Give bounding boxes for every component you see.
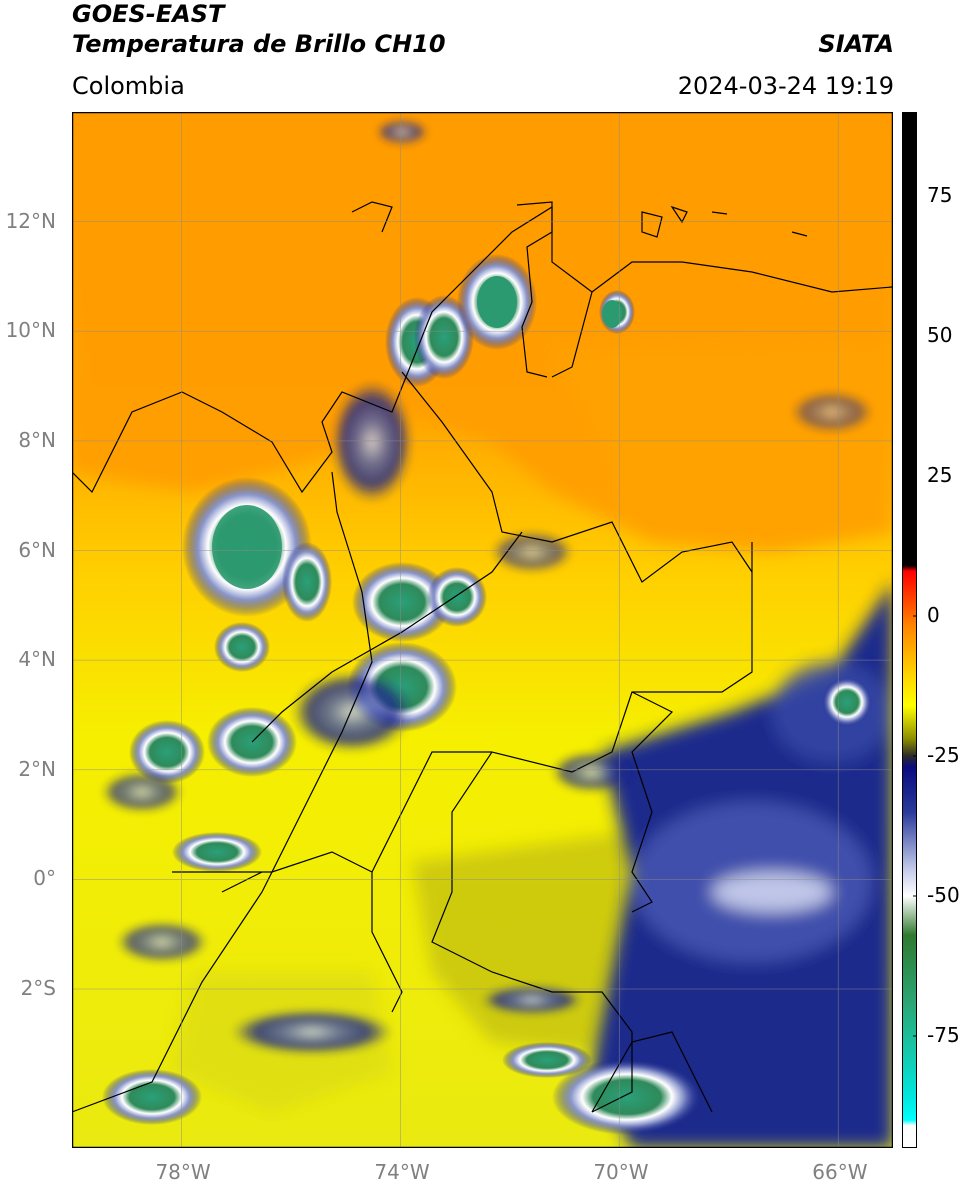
x-tick-label: 74°W [374,1160,430,1184]
region-label: Colombia [72,72,185,100]
colorbar-tick-label: -50 [927,883,960,907]
y-tick-label: 4°N [18,647,56,672]
y-tick-label: 8°N [18,427,56,452]
colorbar-tick-label: 25 [927,463,953,487]
colorbar-tick-label: 75 [927,183,953,207]
org-label: SIATA [818,30,894,58]
x-tick-label: 66°W [812,1160,868,1184]
y-tick-label: 2°S [20,976,56,1001]
colorbar-tick-label: 0 [927,603,940,627]
x-tick-label: 70°W [593,1160,649,1184]
colorbar-tick-label: -25 [927,743,960,767]
scattered-clouds [102,120,872,1054]
y-tick-label: 10°N [5,318,56,343]
y-tick-label: 12°N [5,208,56,233]
colorbar-frame [902,112,917,1148]
map-frame [72,112,893,1148]
x-tick-label: 78°W [155,1160,211,1184]
cold-cloud-east [592,582,893,1148]
coastlines-borders [72,201,893,1113]
satellite-map [72,112,893,1148]
colorbar-fill [902,112,917,1148]
timestamp: 2024-03-24 19:19 [677,72,894,100]
y-tick-label: 6°N [18,537,56,562]
gridlines [72,112,893,1148]
colorbar [902,112,917,1148]
y-tick-label: 2°N [18,756,56,781]
title-line-1: GOES-EAST [72,0,225,28]
title-line-2: Temperatura de Brillo CH10 [72,30,446,58]
colorbar-tick-label: 50 [927,323,953,347]
y-tick-label: 0° [33,866,56,891]
colorbar-tick-label: -75 [927,1023,960,1047]
